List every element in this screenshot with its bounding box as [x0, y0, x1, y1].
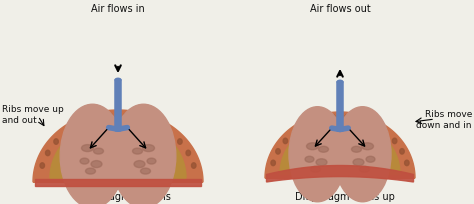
- Ellipse shape: [337, 81, 343, 84]
- Ellipse shape: [134, 161, 145, 168]
- Ellipse shape: [317, 118, 321, 123]
- Ellipse shape: [80, 158, 89, 164]
- Ellipse shape: [352, 146, 362, 153]
- Ellipse shape: [147, 158, 156, 164]
- Ellipse shape: [139, 116, 144, 122]
- Ellipse shape: [383, 130, 387, 135]
- Ellipse shape: [319, 146, 328, 153]
- Ellipse shape: [186, 150, 191, 156]
- Ellipse shape: [178, 139, 182, 145]
- Ellipse shape: [400, 149, 404, 154]
- Ellipse shape: [353, 159, 364, 166]
- Ellipse shape: [133, 148, 143, 154]
- Ellipse shape: [304, 123, 309, 128]
- Polygon shape: [266, 166, 413, 182]
- Text: Diaphragm flattens: Diaphragm flattens: [75, 191, 171, 201]
- Ellipse shape: [310, 166, 320, 172]
- Ellipse shape: [111, 105, 176, 204]
- FancyBboxPatch shape: [337, 82, 343, 132]
- Ellipse shape: [359, 166, 370, 172]
- Ellipse shape: [271, 160, 275, 166]
- Ellipse shape: [331, 115, 335, 121]
- Text: Ribs move up
and out: Ribs move up and out: [2, 105, 64, 124]
- Ellipse shape: [289, 107, 346, 202]
- Ellipse shape: [40, 163, 45, 169]
- Ellipse shape: [276, 149, 280, 154]
- Ellipse shape: [54, 139, 58, 145]
- Ellipse shape: [143, 145, 155, 152]
- Polygon shape: [280, 120, 400, 174]
- Ellipse shape: [358, 118, 363, 123]
- Ellipse shape: [78, 122, 82, 127]
- Ellipse shape: [371, 123, 376, 128]
- Ellipse shape: [167, 129, 171, 135]
- Ellipse shape: [154, 122, 158, 127]
- Ellipse shape: [93, 148, 103, 154]
- Ellipse shape: [92, 116, 97, 122]
- Ellipse shape: [115, 79, 121, 82]
- Text: Air flows in: Air flows in: [91, 4, 145, 14]
- Ellipse shape: [345, 115, 349, 121]
- Polygon shape: [50, 119, 186, 178]
- Ellipse shape: [65, 129, 69, 135]
- Text: Ribs move
down and in: Ribs move down and in: [417, 110, 472, 129]
- Ellipse shape: [405, 160, 409, 166]
- Ellipse shape: [307, 143, 319, 150]
- Ellipse shape: [91, 161, 102, 168]
- Ellipse shape: [124, 114, 128, 119]
- Polygon shape: [33, 110, 203, 182]
- Ellipse shape: [85, 168, 95, 174]
- Ellipse shape: [316, 159, 327, 166]
- Ellipse shape: [362, 143, 374, 150]
- Text: Diaphragm doms up: Diaphragm doms up: [295, 191, 395, 201]
- Ellipse shape: [293, 130, 297, 135]
- Ellipse shape: [60, 105, 125, 204]
- Ellipse shape: [82, 145, 93, 152]
- Ellipse shape: [392, 139, 397, 144]
- Ellipse shape: [283, 139, 288, 144]
- FancyBboxPatch shape: [115, 80, 121, 131]
- Polygon shape: [265, 112, 415, 178]
- Polygon shape: [35, 179, 201, 186]
- Ellipse shape: [140, 168, 151, 174]
- Ellipse shape: [191, 163, 196, 169]
- Ellipse shape: [108, 114, 112, 119]
- Text: Air flows out: Air flows out: [310, 4, 370, 14]
- Ellipse shape: [305, 156, 314, 162]
- Ellipse shape: [46, 150, 50, 156]
- Ellipse shape: [366, 156, 375, 162]
- Ellipse shape: [334, 107, 391, 202]
